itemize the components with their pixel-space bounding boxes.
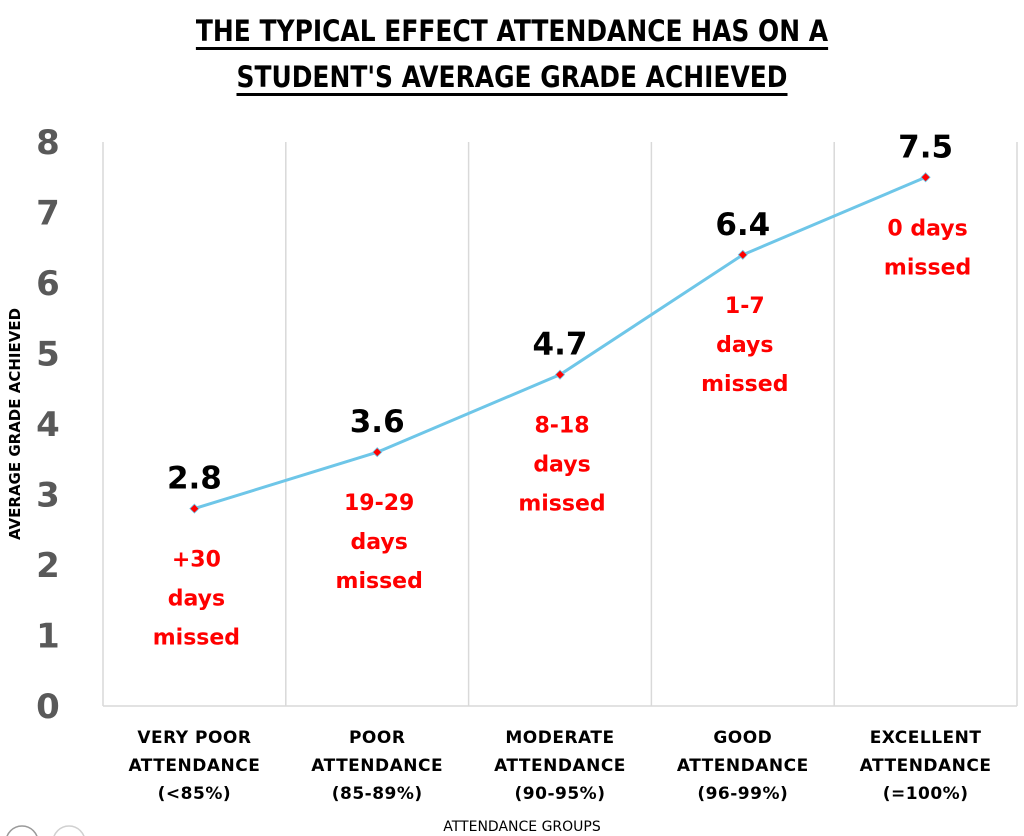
annotation-line: days — [716, 333, 773, 358]
y-tick-label: 8 — [36, 123, 60, 163]
carousel-dot-icon[interactable] — [6, 825, 38, 836]
chart-title-text-1: THE TYPICAL EFFECT ATTENDANCE HAS ON A — [195, 14, 829, 48]
annotations: +30 days missed 19-29 days missed 8-18 days miss… — [153, 216, 972, 650]
grid-lines — [102, 142, 1018, 707]
annotation-line: missed — [153, 626, 240, 651]
series-average-grade — [189, 172, 931, 514]
x-category-label-line: ATTENDANCE — [311, 756, 443, 776]
annotation-line: +30 — [172, 548, 221, 573]
x-category-label-line: ATTENDANCE — [128, 756, 260, 776]
data-label: 4.7 — [533, 327, 588, 363]
x-category-label-line: GOOD — [713, 728, 772, 748]
y-tick-label: 7 — [36, 194, 60, 234]
data-point-marker — [189, 503, 200, 514]
x-category-label-line: POOR — [349, 728, 405, 748]
data-label: 2.8 — [167, 461, 222, 497]
annotation-days-missed: 0 days missed — [884, 216, 971, 280]
annotation-days-missed: +30 days missed — [153, 548, 240, 651]
chart-title-text-2: STUDENT'S AVERAGE GRADE ACHIEVED — [236, 60, 788, 94]
x-category-label-line: (90-95%) — [515, 784, 606, 804]
annotation-line: missed — [701, 372, 788, 397]
annotation-line: missed — [884, 255, 971, 280]
data-point-marker — [554, 369, 566, 380]
x-category-label-line: ATTENDANCE — [860, 756, 992, 776]
y-tick-label: 6 — [36, 264, 60, 304]
x-category-label: MODERATE ATTENDANCE (90-95%) — [494, 728, 626, 804]
data-label: 7.5 — [898, 129, 953, 165]
y-tick-label: 0 — [36, 687, 60, 727]
y-tick-label: 3 — [36, 476, 60, 516]
x-category-label-line: (96-99%) — [697, 784, 788, 804]
data-point-marker — [737, 249, 748, 260]
x-category-label: EXCELLENT ATTENDANCE (=100%) — [860, 728, 992, 804]
chart-title-line-2: STUDENT'S AVERAGE GRADE ACHIEVED — [72, 60, 953, 94]
chart-title-line-1: THE TYPICAL EFFECT ATTENDANCE HAS ON A — [72, 14, 953, 48]
annotation-days-missed: 19-29 days missed — [336, 491, 423, 594]
data-point-marker — [372, 447, 383, 458]
annotation-line: 8-18 — [534, 414, 589, 439]
y-tick-label: 4 — [36, 405, 60, 445]
x-category-label-line: ATTENDANCE — [494, 756, 626, 776]
x-category-label-line: (85-89%) — [332, 784, 423, 804]
x-category-label: GOOD ATTENDANCE (96-99%) — [677, 728, 809, 804]
annotation-days-missed: 1-7 days missed — [701, 294, 788, 397]
x-category-label-line: (=100%) — [883, 784, 969, 804]
x-axis-categories: VERY POOR ATTENDANCE (<85%) POOR ATTENDANCE (… — [128, 728, 991, 804]
x-category-label-line: VERY POOR — [137, 728, 251, 748]
annotation-line: days — [168, 587, 225, 612]
x-category-label-line: MODERATE — [505, 728, 614, 748]
y-tick-label: 2 — [36, 546, 60, 586]
data-labels: 2.8 3.6 4.7 6.4 7.5 — [167, 129, 953, 496]
x-category-label: POOR ATTENDANCE (85-89%) — [311, 728, 443, 804]
annotation-days-missed: 8-18 days missed — [518, 414, 605, 517]
data-label: 6.4 — [715, 207, 770, 243]
x-category-label-line: EXCELLENT — [870, 728, 982, 748]
x-category-label-line: (<85%) — [158, 784, 231, 804]
y-axis-ticks: 0 1 2 3 4 5 6 7 8 — [36, 123, 60, 727]
x-category-label: VERY POOR ATTENDANCE (<85%) — [128, 728, 260, 804]
annotation-line: days — [351, 530, 408, 555]
y-axis-label: AVERAGE GRADE ACHIEVED — [6, 308, 24, 540]
y-tick-label: 5 — [36, 335, 60, 375]
data-label: 3.6 — [350, 404, 405, 440]
annotation-line: 0 days — [887, 216, 967, 241]
x-axis-label: ATTENDANCE GROUPS — [443, 819, 601, 835]
annotation-line: 1-7 — [725, 294, 765, 319]
annotation-line: missed — [336, 569, 423, 594]
data-point-marker — [920, 172, 931, 183]
x-category-label-line: ATTENDANCE — [677, 756, 809, 776]
annotation-line: days — [533, 453, 590, 478]
annotation-line: 19-29 — [344, 491, 414, 516]
carousel-dot-icon[interactable] — [53, 825, 85, 836]
y-tick-label: 1 — [36, 617, 60, 657]
annotation-line: missed — [518, 492, 605, 517]
